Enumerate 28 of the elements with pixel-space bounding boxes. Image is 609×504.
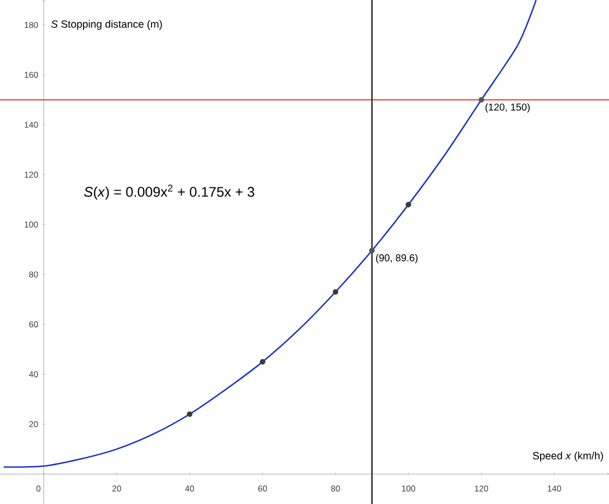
y-tick-label: 100: [24, 222, 38, 228]
point: [369, 248, 375, 254]
y-tick-label: 80: [29, 271, 38, 278]
x-tick-label: 0: [36, 486, 40, 492]
x-tick-label: 20: [112, 486, 122, 492]
y-tick-label: 120: [24, 172, 38, 178]
annotation: S(x) = 0.009x$^{2}$ + 0.175x + 3: [84, 184, 254, 200]
y-tick-label: 60: [29, 321, 38, 328]
annotation: (90, 89.6): [376, 254, 418, 264]
x-tick-label: 80: [331, 486, 340, 492]
x-tick-label: 60: [258, 486, 267, 492]
point: [406, 202, 412, 208]
y-tick-label: 180: [24, 22, 38, 28]
y-tick-label: 160: [24, 72, 38, 78]
x-axis-title: Speed x (km/h): [532, 452, 604, 462]
y-axis-title: S Stopping distance (m): [51, 20, 162, 30]
annotation: (120, 150): [486, 103, 530, 113]
point: [332, 289, 338, 295]
y-tick-label: 140: [24, 122, 38, 128]
point: [186, 411, 192, 417]
point: [260, 358, 266, 365]
x-tick-label: 40: [185, 486, 194, 492]
x-tick-label: 100: [402, 486, 416, 492]
x-tick-label: 120: [474, 486, 488, 492]
y-tick-label: 40: [29, 371, 38, 378]
x-tick-label: 140: [548, 486, 562, 492]
point: [478, 97, 484, 103]
y-tick-label: 20: [29, 421, 38, 428]
